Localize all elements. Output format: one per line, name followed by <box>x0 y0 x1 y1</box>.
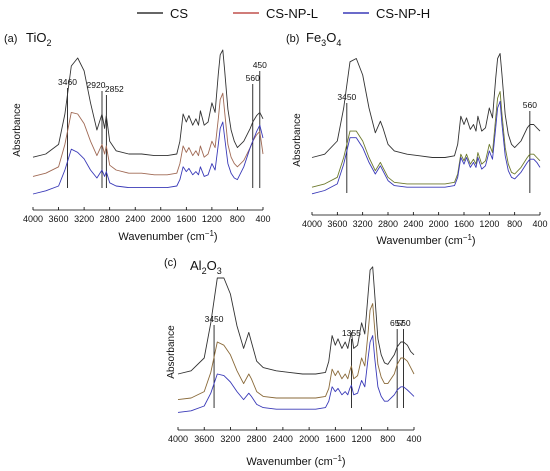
panel-a-xlabel-end: ) <box>214 231 218 243</box>
panel-a-xlabel-main: Wavenumber (cm <box>118 231 204 243</box>
legend-entry-cs-np-h: CS-NP-H <box>343 6 430 21</box>
panel-a-series-cs <box>32 49 264 158</box>
legend-entry-cs: CS <box>137 6 188 21</box>
panel-c-annotation-label-3450: 3450 <box>205 314 224 324</box>
panel-b-title-main: Fe <box>306 30 321 45</box>
panel-a-x-tick-label: 1600 <box>176 214 196 224</box>
panel-b-series-cs-np-h <box>311 100 541 195</box>
panel-c-title-main2: O <box>207 258 217 273</box>
legend-label-cs-np-l: CS-NP-L <box>266 6 318 21</box>
panel-a-x-tick-label: 800 <box>230 214 245 224</box>
panel-b-label: (b) <box>286 33 299 45</box>
panel-c-x-tick-label: 3200 <box>220 434 240 444</box>
panel-c-xlabel-sup: −1 <box>333 454 343 463</box>
panel-c-series-cs <box>177 266 415 375</box>
panel-b-x-tick-label: 2800 <box>378 219 398 229</box>
panel-b-series <box>311 53 541 195</box>
panel-c-xlabel: Wavenumber (cm−1) <box>246 454 345 468</box>
panel-a-x-tick-label: 1200 <box>202 214 222 224</box>
panel-c-label: (c) <box>164 257 177 269</box>
panel-a: (a) TiO2 Absorbance 4000 3600 3200 2800 2400… <box>4 30 271 243</box>
panel-b-series-cs <box>311 53 541 158</box>
panel-b-x-tick-label: 1600 <box>454 219 474 229</box>
panel-a-series-cs-np-h <box>32 121 264 195</box>
panel-a-title-main: TiO <box>26 30 46 45</box>
panel-c-ylabel: Absorbance <box>166 325 177 379</box>
panel-b-xlabel-end: ) <box>472 235 476 247</box>
panel-c-xlabel-main: Wavenumber (cm <box>246 456 332 468</box>
legend-label-cs: CS <box>170 6 188 21</box>
panel-c-series <box>177 266 415 413</box>
panel-b-x-tick-label: 2000 <box>429 219 449 229</box>
panel-a-series-cs-np-l <box>32 92 264 177</box>
panel-c-series-cs-np-h <box>177 335 415 413</box>
panel-b: (b) Fe3O4 Absorbance 4000 3600 3200 2800 240… <box>286 30 548 247</box>
panel-c-x-tick-label: 800 <box>380 434 395 444</box>
panel-b-x-tick-label: 400 <box>532 219 547 229</box>
legend-entry-cs-np-l: CS-NP-L <box>233 6 318 21</box>
panel-c-title-sub2: 3 <box>217 266 222 276</box>
panel-c-annotation-label-560: 560 <box>396 318 410 328</box>
panel-b-x-tick-label: 1200 <box>479 219 499 229</box>
panel-b-title-main2: O <box>326 30 336 45</box>
legend-label-cs-np-h: CS-NP-H <box>376 6 430 21</box>
panel-c-annotation-label-657: 657 <box>390 318 404 328</box>
panel-b-title: Fe3O4 <box>306 30 341 48</box>
panel-c: (c) Al2O3 Absorbance 4000 3600 3200 2800 240… <box>164 257 422 468</box>
panel-c-title-sub: 2 <box>202 266 207 276</box>
panel-b-x-tick-label: 3600 <box>327 219 347 229</box>
panel-c-x-tick-label: 4000 <box>168 434 188 444</box>
panel-a-x-tick-label: 2000 <box>151 214 171 224</box>
panel-c-series-cs-np-l <box>177 303 415 401</box>
panel-b-x-tick-label: 4000 <box>302 219 322 229</box>
panel-b-title-sub: 3 <box>321 38 326 48</box>
panel-c-x-tick-label: 2400 <box>273 434 293 444</box>
panel-a-xlabel-sup: −1 <box>205 229 215 238</box>
panel-b-title-sub2: 4 <box>336 38 341 48</box>
panel-b-xlabel-main: Wavenumber (cm <box>376 235 462 247</box>
panel-b-annotation-label-560: 560 <box>523 100 537 110</box>
panel-a-annotation-label-2852: 2852 <box>105 84 124 94</box>
panel-a-title: TiO2 <box>26 30 51 48</box>
panel-c-axis: 4000 3600 3200 2800 2400 2000 1600 1200 800 400 <box>168 427 422 444</box>
panel-b-series-cs-np-l <box>311 91 541 188</box>
panel-a-x-tick-label: 3200 <box>74 214 94 224</box>
panel-a-x-tick-label: 2400 <box>125 214 145 224</box>
panel-c-x-tick-label: 400 <box>406 434 421 444</box>
panel-a-annotation-label-560: 560 <box>246 73 260 83</box>
panel-c-x-tick-label: 1600 <box>325 434 345 444</box>
panel-c-title-main: Al <box>190 258 202 273</box>
panel-b-x-tick-label: 800 <box>507 219 522 229</box>
panel-c-xlabel-end: ) <box>342 456 346 468</box>
panel-b-annotation-label-3450: 3450 <box>337 92 356 102</box>
panel-a-ylabel: Absorbance <box>12 103 23 157</box>
panel-a-title-sub: 2 <box>46 38 51 48</box>
panel-b-x-tick-label: 2400 <box>403 219 423 229</box>
panel-a-annotation-label-3460: 3460 <box>58 77 77 87</box>
panel-a-label: (a) <box>4 33 17 45</box>
panel-a-x-tick-label: 3600 <box>49 214 69 224</box>
panel-b-annotations: 3450 560 <box>337 92 537 193</box>
panel-a-annotation-label-2920: 2920 <box>87 80 106 90</box>
panel-b-x-tick-label: 3200 <box>353 219 373 229</box>
panel-b-xlabel-sup: −1 <box>463 233 473 242</box>
panel-c-title: Al2O3 <box>190 258 222 276</box>
panel-b-axis: 4000 3600 3200 2800 2400 2000 1600 1200 800 400 <box>302 212 548 229</box>
panel-a-x-tick-label: 400 <box>255 214 270 224</box>
panel-c-x-tick-label: 2800 <box>247 434 267 444</box>
panel-a-axis: 4000 3600 3200 2800 2400 2000 1600 1200 800 400 <box>23 207 271 224</box>
panel-a-x-tick-label: 2800 <box>100 214 120 224</box>
panel-a-annotation-label-450: 450 <box>253 60 267 70</box>
panel-c-x-tick-label: 2000 <box>299 434 319 444</box>
panel-a-x-tick-label: 4000 <box>23 214 43 224</box>
panel-a-xlabel: Wavenumber (cm−1) <box>118 229 217 243</box>
legend: CS CS-NP-L CS-NP-H <box>137 6 430 21</box>
panel-b-ylabel: Absorbance <box>292 113 303 167</box>
panel-c-x-tick-label: 1200 <box>352 434 372 444</box>
panel-a-series <box>32 49 264 195</box>
panel-b-xlabel: Wavenumber (cm−1) <box>376 233 475 247</box>
panel-c-x-tick-label: 3600 <box>194 434 214 444</box>
